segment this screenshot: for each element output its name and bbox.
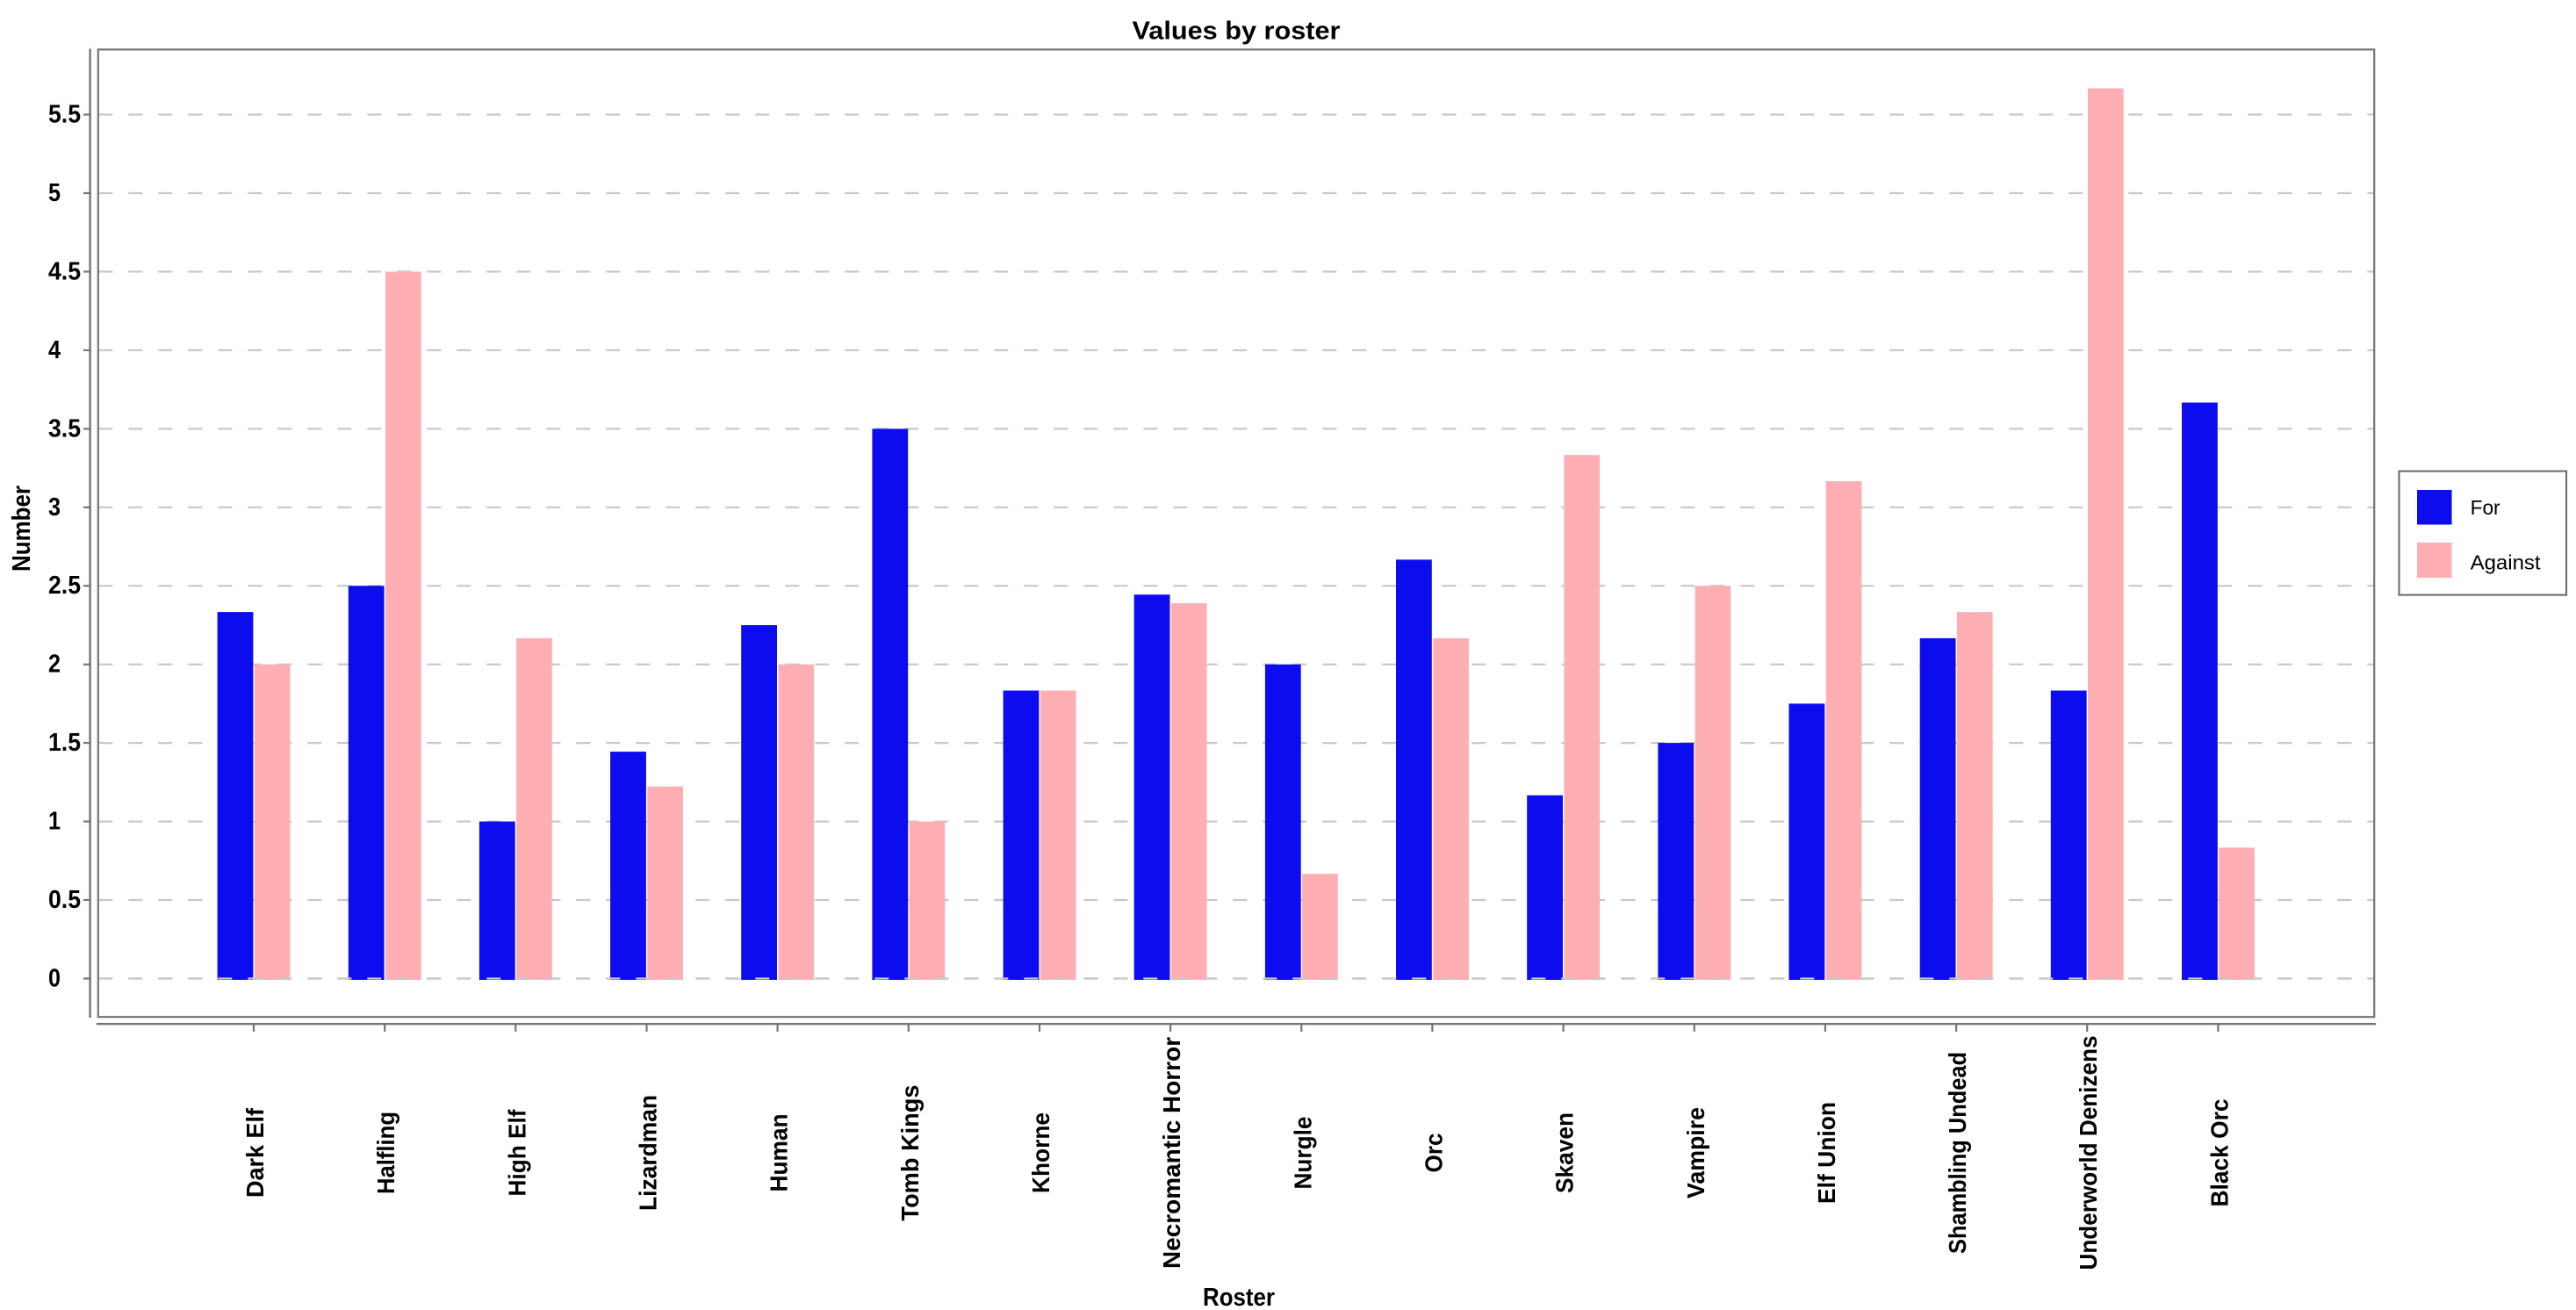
svg-text:1: 1: [48, 808, 61, 836]
svg-text:4.5: 4.5: [48, 257, 81, 285]
svg-text:Number: Number: [8, 486, 36, 572]
svg-text:Human: Human: [766, 1114, 793, 1192]
svg-text:Lizardman: Lizardman: [635, 1095, 662, 1211]
svg-text:Underworld Denizens: Underworld Denizens: [2075, 1036, 2102, 1270]
svg-text:High Elf: High Elf: [503, 1109, 530, 1197]
svg-text:Against: Against: [2471, 551, 2542, 574]
svg-text:Orc: Orc: [1420, 1134, 1447, 1173]
svg-text:Values by roster: Values by roster: [1133, 18, 1341, 46]
svg-text:3.5: 3.5: [48, 414, 81, 443]
svg-text:0: 0: [48, 965, 61, 993]
svg-text:2: 2: [48, 651, 61, 679]
svg-text:4: 4: [48, 336, 61, 364]
svg-text:Tomb Kings: Tomb Kings: [896, 1085, 924, 1221]
svg-text:Necromantic Horror: Necromantic Horror: [1158, 1037, 1185, 1269]
svg-text:Skaven: Skaven: [1551, 1112, 1579, 1193]
svg-text:2.5: 2.5: [48, 572, 81, 600]
svg-text:Khorne: Khorne: [1027, 1112, 1054, 1193]
svg-text:5: 5: [48, 179, 61, 207]
svg-text:1.5: 1.5: [48, 729, 81, 757]
svg-text:Vampire: Vampire: [1682, 1107, 1709, 1198]
svg-text:3: 3: [48, 493, 61, 522]
svg-text:5.5: 5.5: [48, 101, 81, 129]
svg-text:Shambling Undead: Shambling Undead: [1944, 1052, 1971, 1254]
svg-text:For: For: [2471, 496, 2500, 519]
svg-text:Nurgle: Nurgle: [1289, 1117, 1316, 1190]
svg-text:Elf Union: Elf Union: [1813, 1102, 1840, 1204]
svg-text:Roster: Roster: [1203, 1284, 1275, 1310]
svg-text:0.5: 0.5: [48, 886, 81, 914]
svg-text:Black Orc: Black Orc: [2205, 1099, 2233, 1207]
svg-text:Halfling: Halfling: [372, 1112, 399, 1194]
svg-text:Dark Elf: Dark Elf: [241, 1107, 269, 1198]
